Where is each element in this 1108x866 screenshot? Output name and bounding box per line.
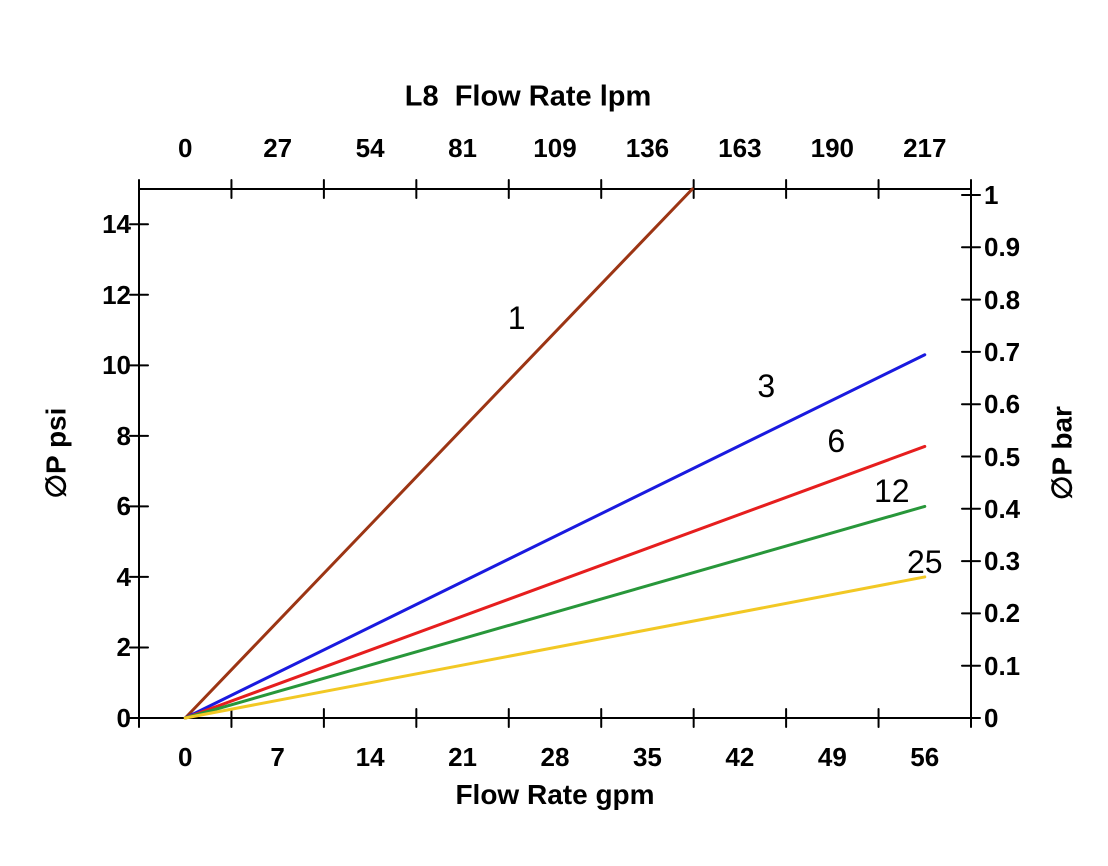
bottom-tick-label: 56 xyxy=(910,742,940,772)
left-tick-label: 0 xyxy=(116,703,131,733)
series-label-25: 25 xyxy=(906,544,943,581)
top-tick-label: 54 xyxy=(355,133,385,163)
right-tick-label: 0.4 xyxy=(984,493,1021,524)
top-tick-label: 81 xyxy=(448,133,478,163)
right-tick-label: 0.6 xyxy=(984,389,1021,420)
bottom-tick-label: 49 xyxy=(817,742,847,772)
right-tick-label: 1 xyxy=(984,180,999,210)
right-tick-label: 0 xyxy=(984,703,999,733)
left-tick-label: 2 xyxy=(116,632,131,663)
right-tick-label: 0.5 xyxy=(984,441,1021,472)
right-tick-label: 0.1 xyxy=(984,650,1021,681)
left-tick-label: 4 xyxy=(116,561,131,592)
series-label-6: 6 xyxy=(827,423,846,460)
bottom-axis-title: Flow Rate gpm xyxy=(455,779,655,810)
bottom-tick-label: 0 xyxy=(177,742,193,772)
plot-frame xyxy=(138,188,972,719)
right-tick-label: 0.2 xyxy=(984,598,1021,629)
top-tick-label: 190 xyxy=(810,133,855,163)
top-tick-label: 163 xyxy=(718,133,762,163)
right-axis-title: ∅P bar xyxy=(1046,406,1078,500)
top-tick-label: 217 xyxy=(903,133,947,163)
series-line-25 xyxy=(183,575,927,720)
series-line-12 xyxy=(183,504,927,720)
right-tick-label: 0.7 xyxy=(984,336,1021,367)
series-label-12: 12 xyxy=(873,472,910,509)
left-tick-label: 6 xyxy=(116,491,131,522)
bottom-tick-label: 21 xyxy=(448,742,478,772)
left-tick-label: 12 xyxy=(102,279,131,310)
top-tick-label: 109 xyxy=(533,133,577,163)
top-tick-label: 136 xyxy=(625,133,670,163)
left-tick-label: 8 xyxy=(116,420,131,451)
top-tick-label: 0 xyxy=(177,133,193,163)
right-tick-label: 0.8 xyxy=(984,284,1021,315)
right-tick-label: 0.3 xyxy=(984,546,1021,577)
series-line-6 xyxy=(183,444,927,720)
series-line-1 xyxy=(183,187,694,720)
bottom-tick-label: 42 xyxy=(725,742,755,772)
bottom-tick-label: 28 xyxy=(540,742,570,772)
left-tick-label: 10 xyxy=(102,350,131,381)
series-line-3 xyxy=(183,353,927,720)
top-tick-label: 27 xyxy=(263,133,293,163)
left-tick-label: 14 xyxy=(102,209,131,240)
right-tick-label: 0.9 xyxy=(984,232,1021,263)
series-label-3: 3 xyxy=(757,367,776,404)
top-axis-title: L8 Flow Rate lpm xyxy=(404,80,652,113)
bottom-tick-label: 14 xyxy=(355,742,385,772)
series-label-1: 1 xyxy=(507,299,526,336)
bottom-tick-label: 35 xyxy=(632,742,662,772)
left-axis-title: ∅P psi xyxy=(40,407,72,499)
bottom-tick-label: 7 xyxy=(270,742,285,772)
